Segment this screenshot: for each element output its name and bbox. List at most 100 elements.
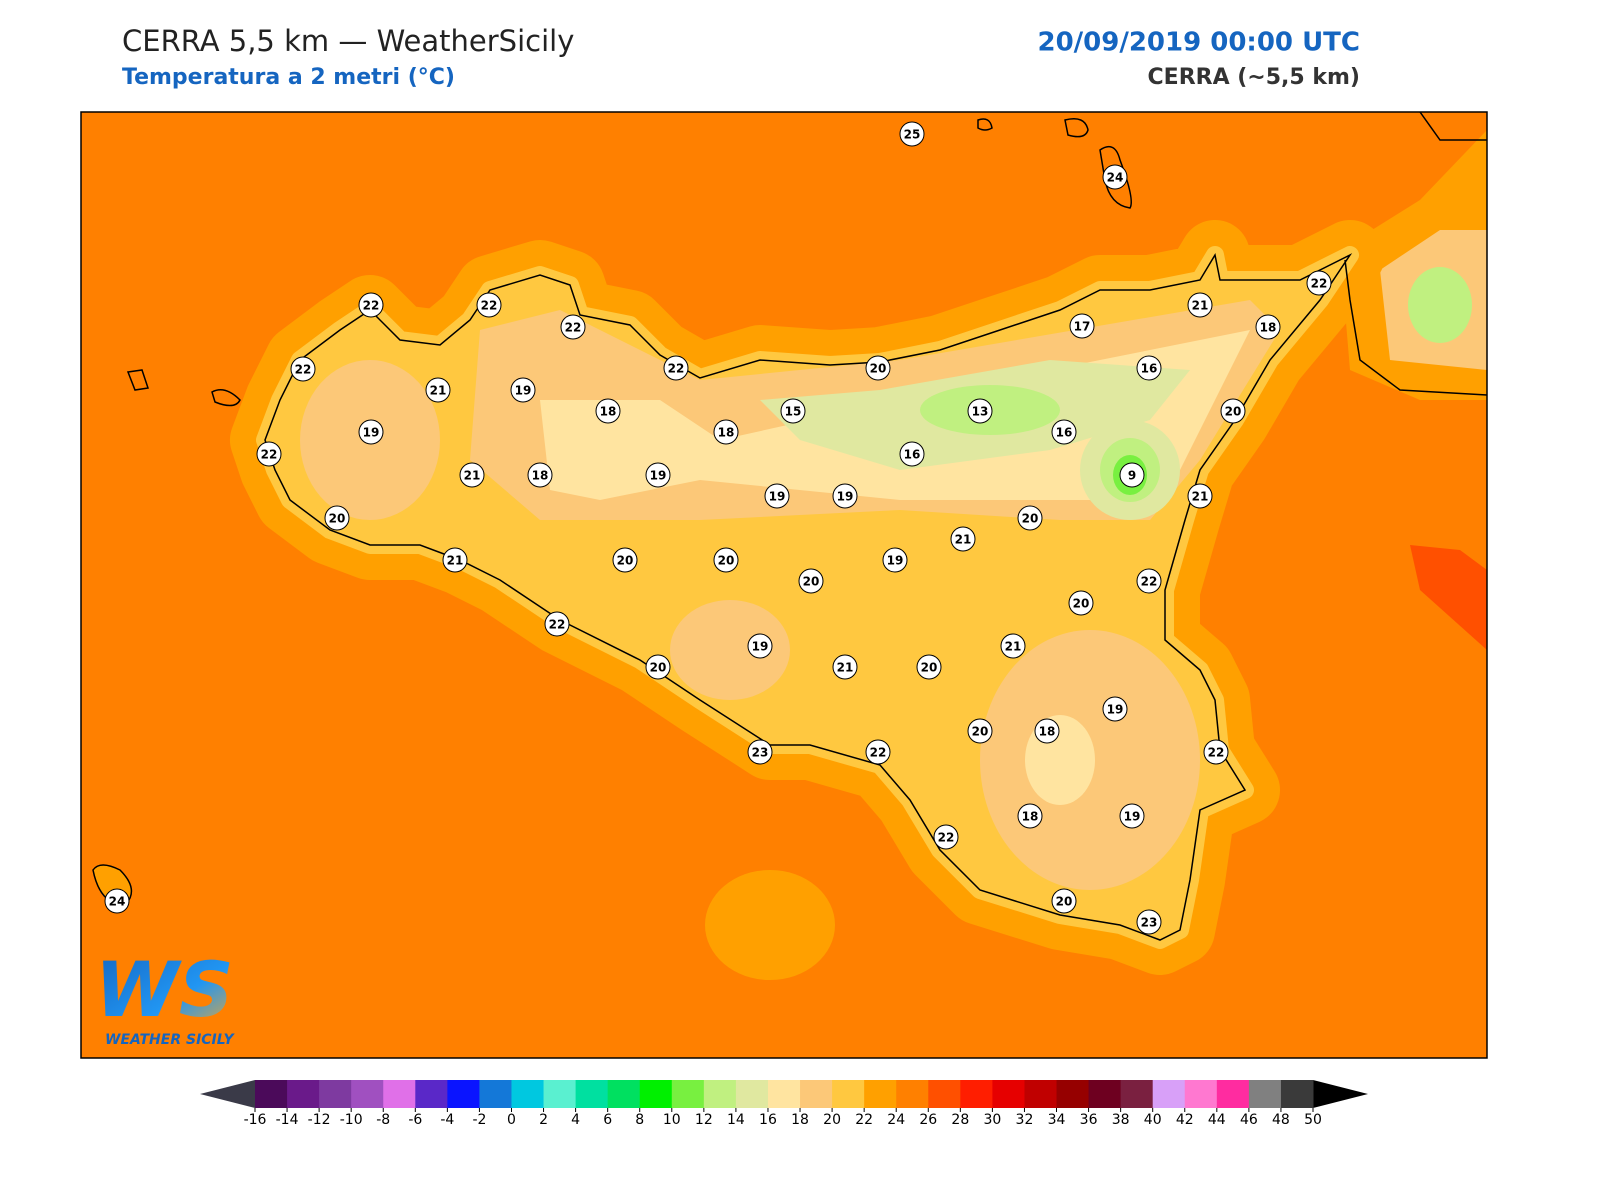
station-value: 20 — [718, 554, 735, 568]
colorbar-extend-high — [1313, 1080, 1368, 1108]
station-marker — [933, 824, 959, 850]
station-value: 20 — [1225, 405, 1242, 419]
station-marker — [1119, 462, 1145, 488]
station-value: 22 — [481, 299, 498, 313]
colorbar-box — [639, 1080, 673, 1108]
coastline — [264, 252, 1353, 941]
station-marker — [967, 718, 993, 744]
station-value: 22 — [1311, 277, 1328, 291]
station-value: 19 — [363, 426, 380, 440]
station-marker — [290, 356, 316, 382]
station-value: 18 — [532, 469, 549, 483]
colorbar-tick-label: 38 — [1112, 1112, 1130, 1128]
station-marker — [1068, 590, 1094, 616]
station-marker — [1136, 568, 1162, 594]
station-marker — [950, 526, 976, 552]
station-value: 18 — [1039, 725, 1056, 739]
colorbar-box — [319, 1080, 352, 1108]
station-value: 20 — [329, 512, 346, 526]
station-marker — [324, 505, 350, 531]
station-marker — [1187, 483, 1213, 509]
station-marker — [1203, 739, 1229, 765]
colorbar-box — [1152, 1080, 1186, 1108]
station-marker — [1220, 398, 1246, 424]
model: CERRA (~5,5 km) — [1148, 65, 1360, 90]
station-marker — [713, 419, 739, 445]
station-marker — [899, 441, 925, 467]
station-marker — [899, 121, 925, 147]
station-value: 23 — [1141, 916, 1158, 930]
colorbar-tick-label: -12 — [308, 1112, 331, 1128]
colorbar-box — [1088, 1080, 1122, 1108]
map: 25 24 22 22 22 22 21 17 18 22 22 20 16 21 19 18 15 13 20 19… — [81, 112, 1487, 1058]
colorbar-box — [575, 1080, 609, 1108]
colorbar-tick-label: 24 — [887, 1112, 905, 1128]
colorbar-box — [1216, 1080, 1250, 1108]
colorbar-box — [287, 1080, 320, 1108]
station-marker — [747, 633, 773, 659]
station-marker — [1051, 888, 1077, 914]
station-value: 23 — [752, 746, 769, 760]
colorbar-tick-label: 2 — [539, 1112, 548, 1128]
station-value: 19 — [1124, 810, 1141, 824]
colorbar-tick-label: 26 — [919, 1112, 937, 1128]
colorbar-tick-label: 10 — [663, 1112, 681, 1128]
station-marker — [560, 314, 586, 340]
colorbar-tick-label: 34 — [1048, 1112, 1066, 1128]
station-marker — [1306, 270, 1332, 296]
station-value: 21 — [464, 469, 481, 483]
station-value: 19 — [650, 469, 667, 483]
colorbar-box — [735, 1080, 769, 1108]
colorbar-tick-label: 16 — [759, 1112, 777, 1128]
colorbar-tick-label: 36 — [1080, 1112, 1098, 1128]
station-value: 21 — [1005, 640, 1022, 654]
station-value: 19 — [515, 384, 532, 398]
colorbar-box — [1280, 1080, 1314, 1108]
colorbar: -16 -14 -12 -10 -8 -6 -4 -2 0 2 4 6 8 10 12 14 16 18 20 22 2… — [200, 1080, 1368, 1128]
station-value: 21 — [955, 533, 972, 547]
colorbar-tick-label: 0 — [507, 1112, 516, 1128]
station-value: 20 — [1056, 895, 1073, 909]
station-marker — [256, 441, 282, 467]
station-marker — [1119, 803, 1145, 829]
coastline — [1344, 259, 1487, 396]
logo-name: WEATHER SICILY — [105, 1032, 236, 1048]
colorbar-box — [255, 1080, 288, 1108]
colorbar-box — [864, 1080, 897, 1108]
station-marker — [459, 462, 485, 488]
colorbar-box — [1248, 1080, 1282, 1108]
datetime: 20/09/2019 00:00 UTC — [1037, 28, 1360, 58]
colorbar-box — [896, 1080, 929, 1108]
colorbar-tick-label: -2 — [472, 1112, 486, 1128]
colorbar-tick-label: 46 — [1240, 1112, 1258, 1128]
station-marker — [832, 654, 858, 680]
station-value: 13 — [972, 405, 989, 419]
station-marker — [358, 419, 384, 445]
station-marker — [1034, 718, 1060, 744]
station-value: 18 — [1260, 321, 1277, 335]
station-value: 20 — [617, 554, 634, 568]
station-value: 20 — [972, 725, 989, 739]
station-value: 20 — [803, 575, 820, 589]
station-marker — [1187, 292, 1213, 318]
station-value: 19 — [1107, 703, 1124, 717]
station-marker — [1102, 164, 1128, 190]
station-value: 22 — [363, 299, 380, 313]
station-marker — [595, 398, 621, 424]
station-value: 21 — [1192, 299, 1209, 313]
station-value: 20 — [921, 661, 938, 675]
colorbar-box — [415, 1080, 448, 1108]
station-value: 22 — [261, 448, 278, 462]
station-value: 25 — [904, 128, 921, 142]
title: CERRA 5,5 km — WeatherSicily — [122, 24, 574, 58]
station-marker — [1051, 419, 1077, 445]
colorbar-box — [832, 1080, 865, 1108]
colorbar-box — [383, 1080, 416, 1108]
station-value: 24 — [109, 895, 126, 909]
station-value: 20 — [870, 362, 887, 376]
field-patch — [705, 870, 835, 980]
colorbar-tick-label: 44 — [1208, 1112, 1226, 1128]
island — [211, 389, 241, 407]
station-value: 19 — [752, 640, 769, 654]
colorbar-tick-label: 6 — [603, 1112, 612, 1128]
